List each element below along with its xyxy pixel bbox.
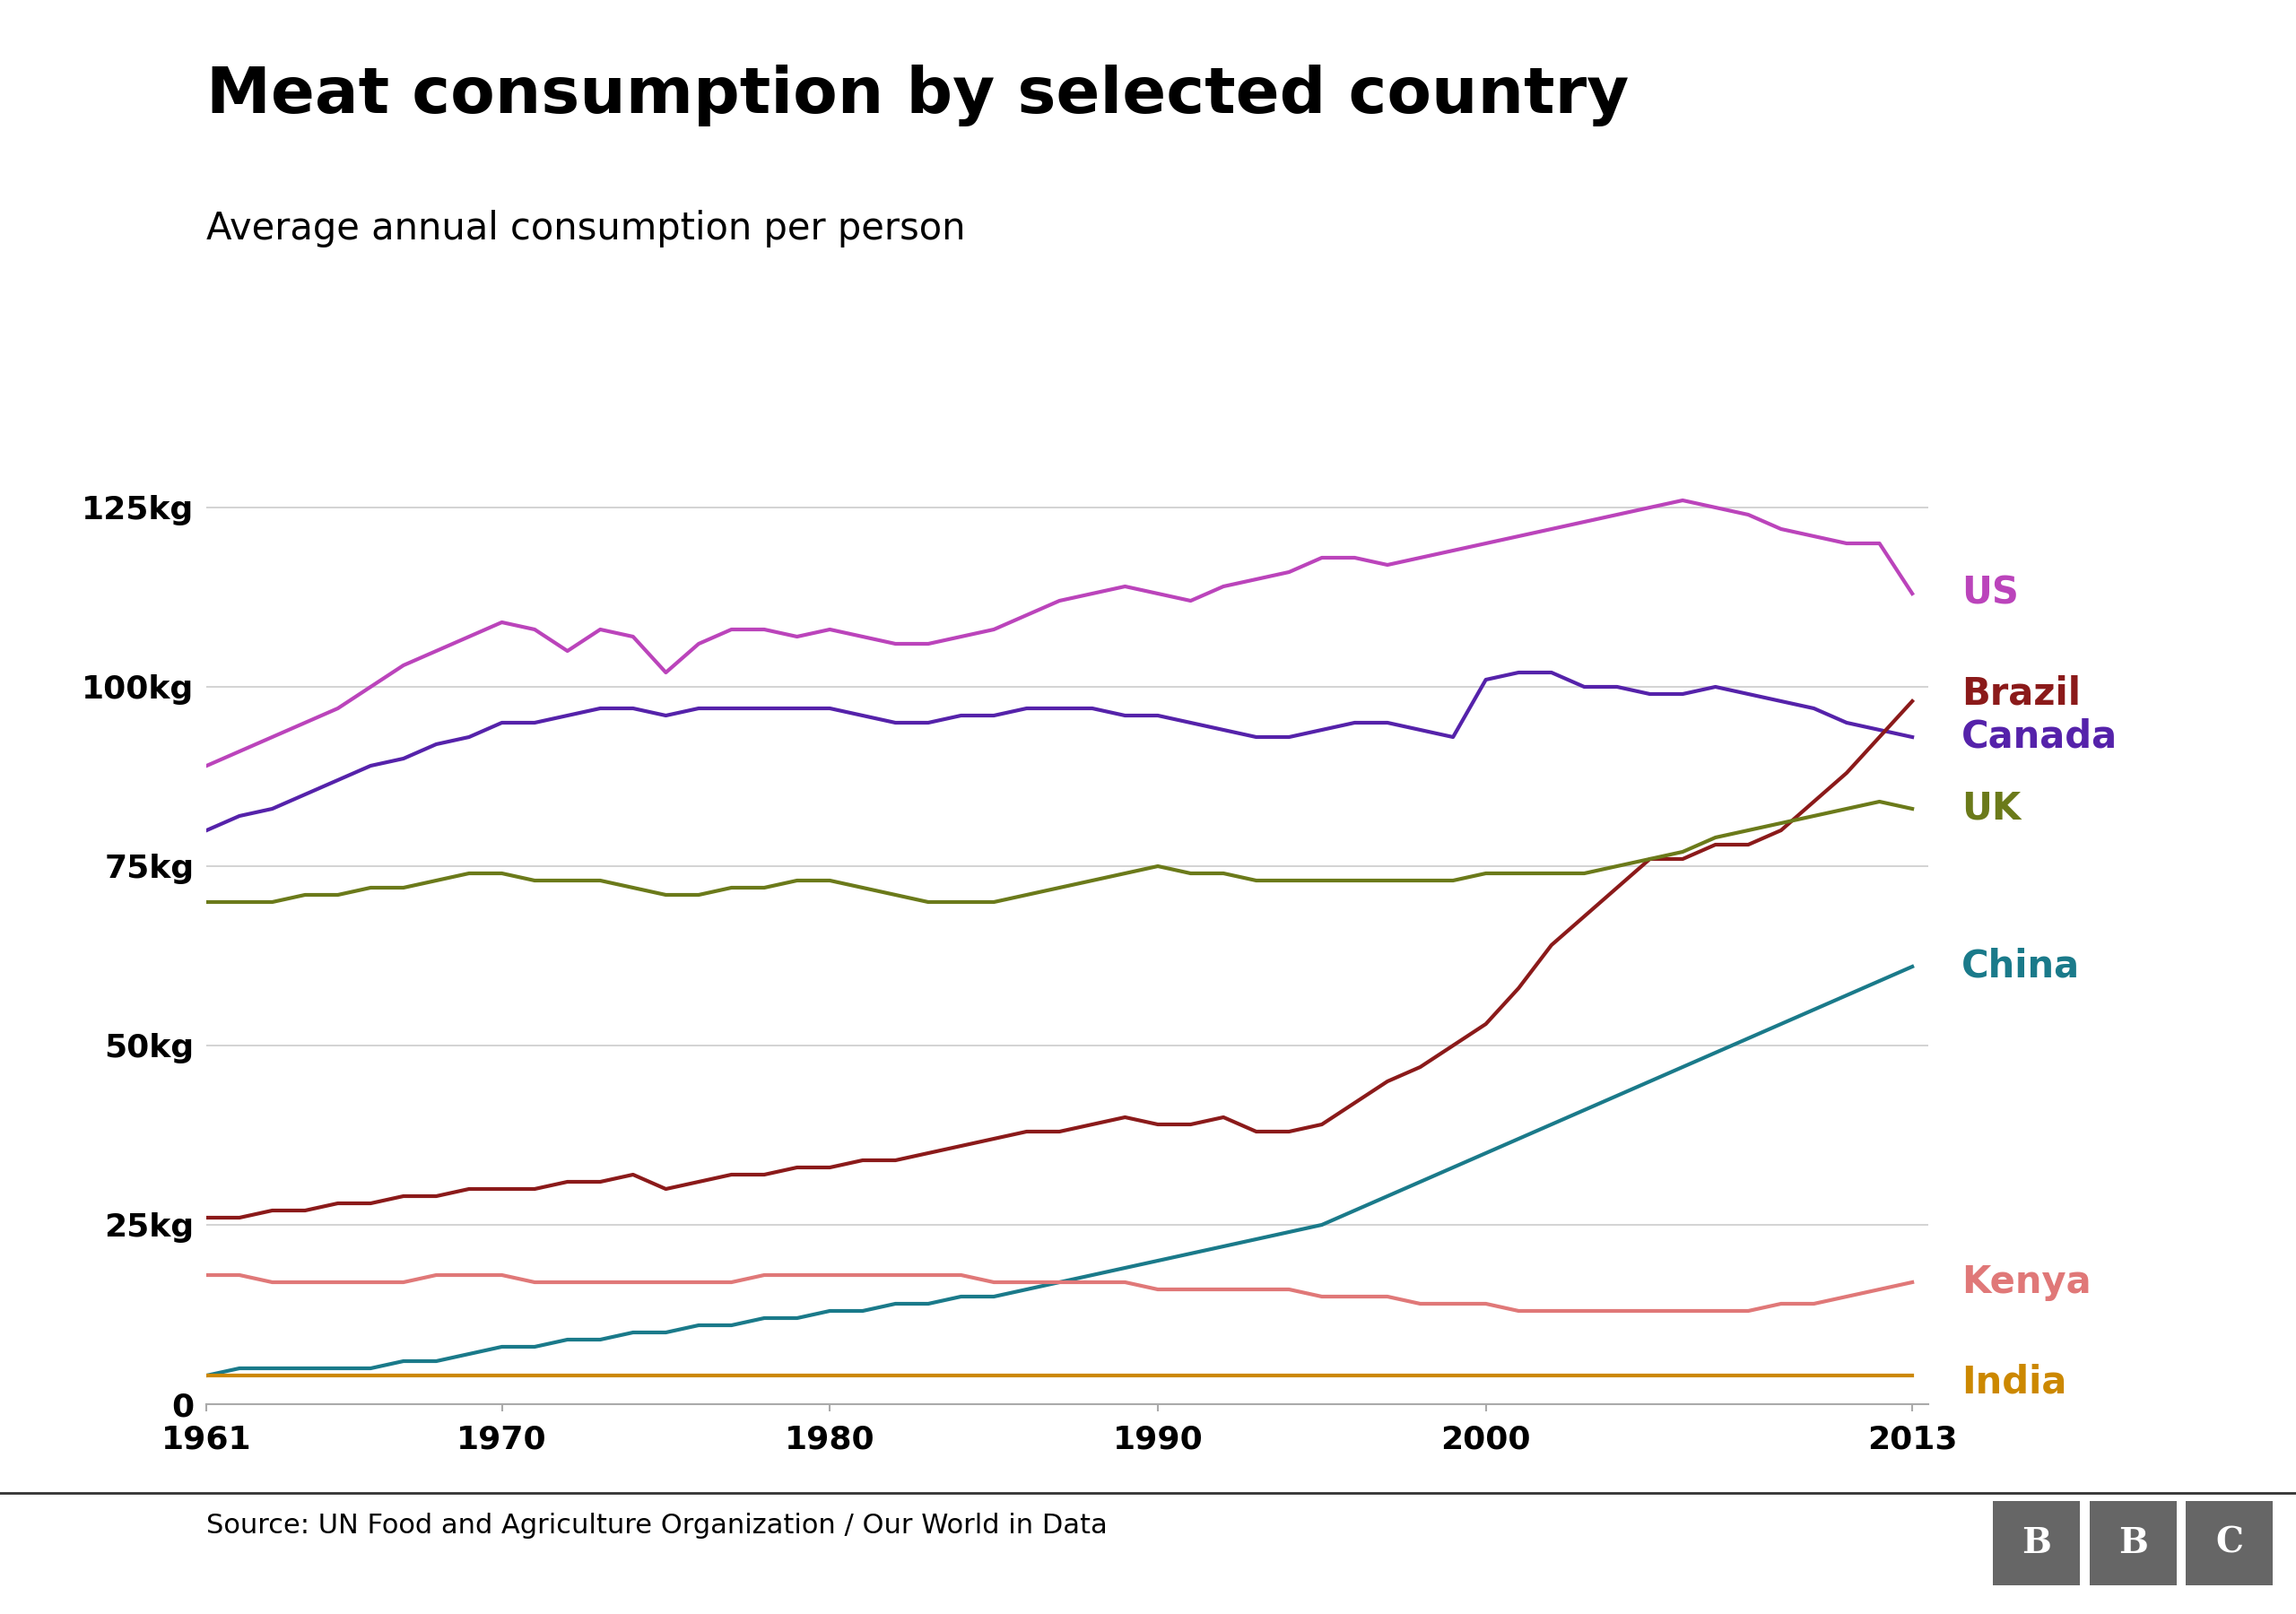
Text: Source: UN Food and Agriculture Organization / Our World in Data: Source: UN Food and Agriculture Organiza… (207, 1512, 1107, 1538)
Text: B: B (2023, 1525, 2050, 1561)
Text: China: China (1961, 947, 2080, 986)
Text: Canada: Canada (1961, 718, 2117, 755)
Text: UK: UK (1961, 789, 2020, 828)
Text: Meat consumption by selected country: Meat consumption by selected country (207, 65, 1630, 126)
Text: B: B (2119, 1525, 2147, 1561)
Text: Kenya: Kenya (1961, 1264, 2092, 1301)
Text: C: C (2216, 1525, 2243, 1561)
Text: US: US (1961, 575, 2018, 612)
Text: Brazil: Brazil (1961, 675, 2080, 713)
Text: India: India (1961, 1364, 2066, 1401)
Text: Average annual consumption per person: Average annual consumption per person (207, 210, 967, 247)
